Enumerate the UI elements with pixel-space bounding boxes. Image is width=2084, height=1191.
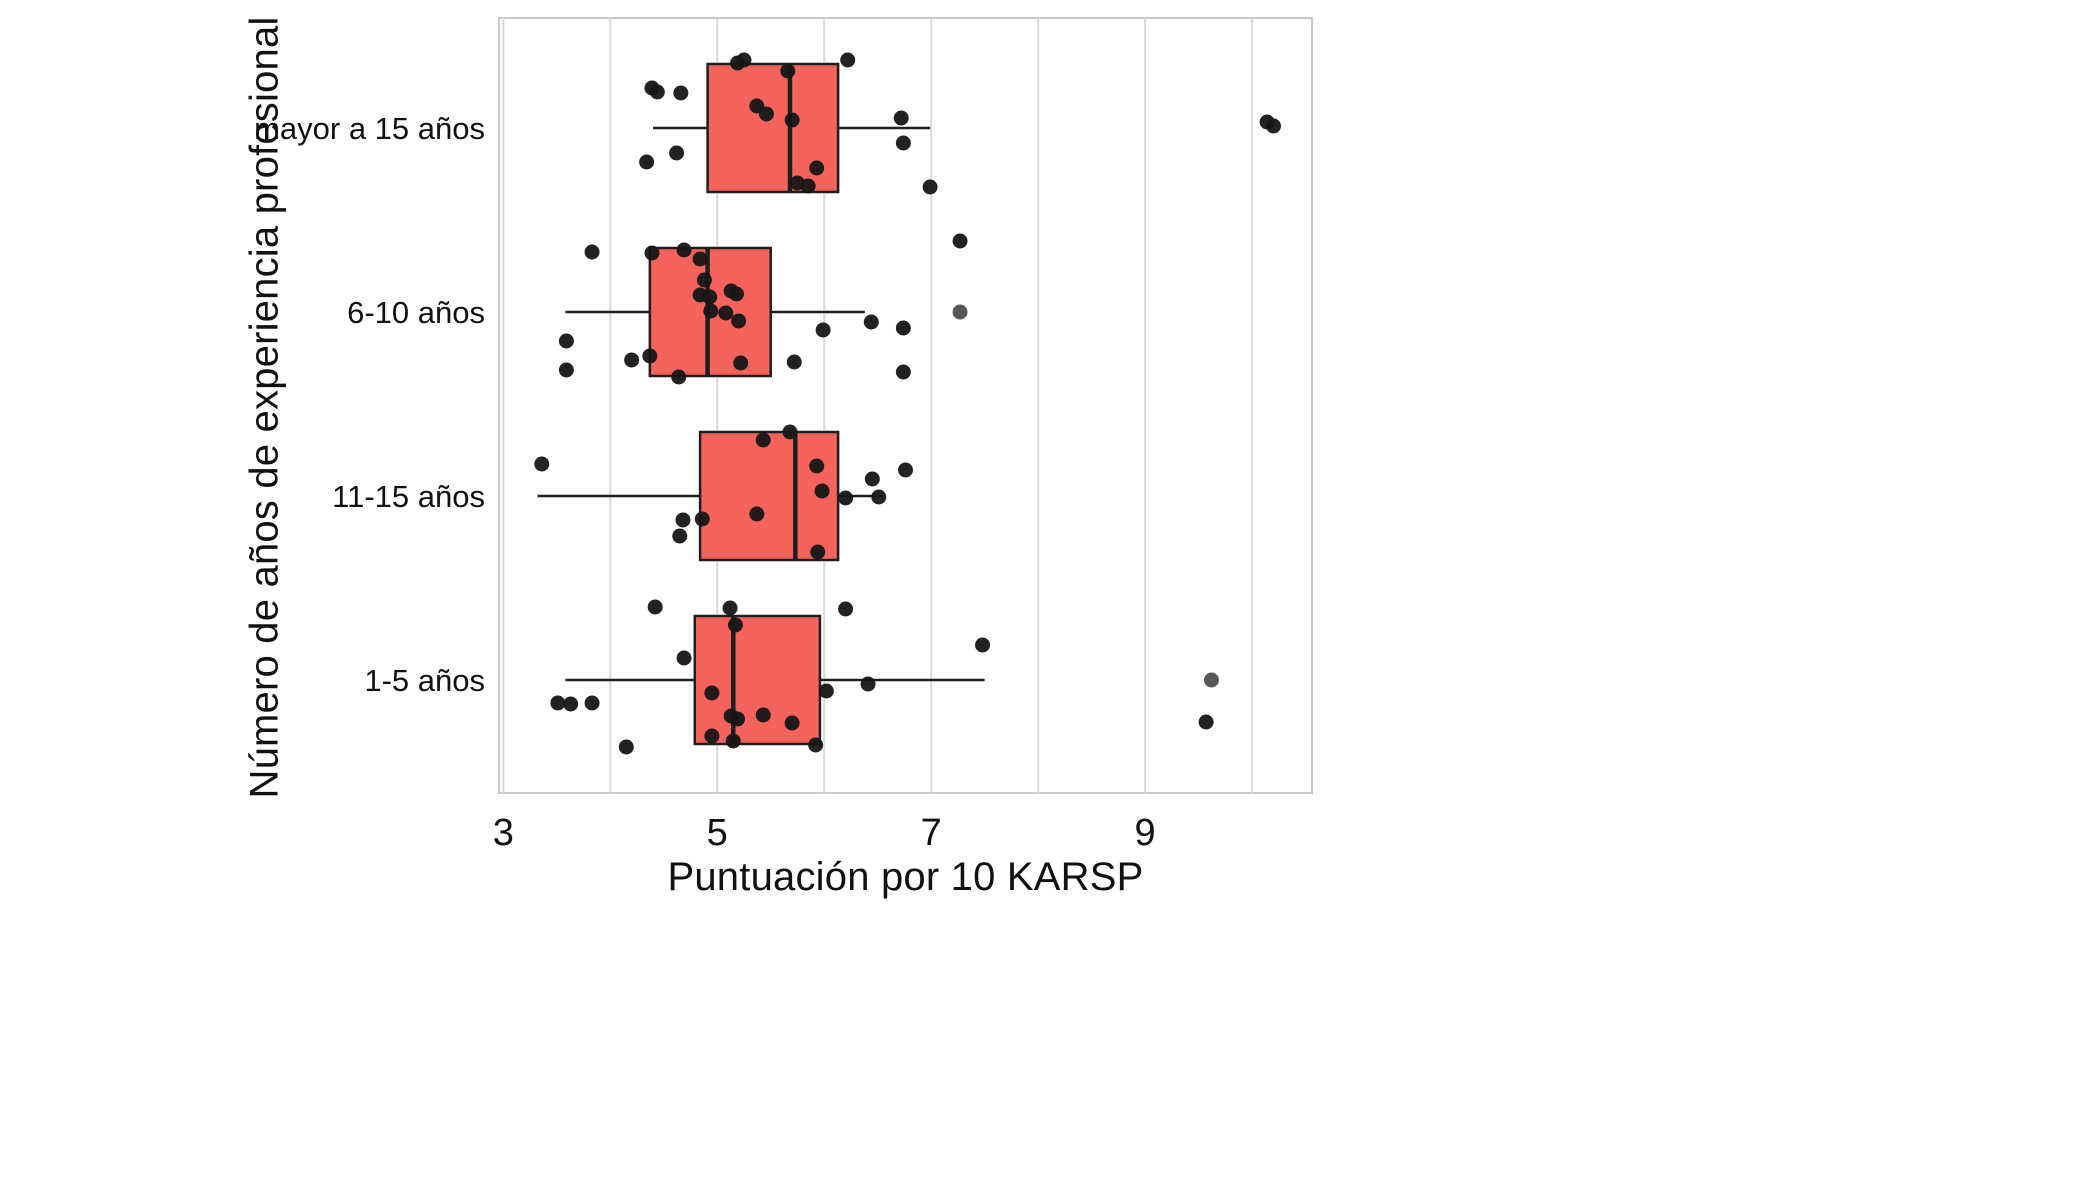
y-tick-label: 1-5 años [364,663,485,698]
y-tick-label: mayor a 15 años [254,111,485,146]
data-point [786,354,802,370]
data-point [782,424,798,440]
boxplot-1-5 años [550,599,1219,755]
data-point [975,637,991,653]
data-point [675,512,691,528]
data-point [800,178,816,194]
data-point [758,106,774,122]
data-point [895,320,911,336]
data-point [584,244,600,260]
data-point [722,600,738,616]
data-point [895,135,911,151]
y-tick-label: 6-10 años [347,295,485,330]
data-point [810,544,826,560]
data-point [898,462,913,478]
data-point [1198,714,1214,730]
data-point [718,305,734,321]
data-point [818,683,834,699]
plot-panel [498,17,1313,794]
data-point [814,483,830,499]
data-point [704,728,720,744]
iqr-box [693,614,822,746]
data-point [702,289,718,305]
data-point [563,696,579,712]
data-point [673,85,689,101]
data-point [1203,672,1219,688]
data-point [871,489,887,505]
data-point [730,711,746,727]
data-point [922,179,938,195]
data-point [784,112,800,128]
data-point [780,63,796,79]
data-point [840,52,856,68]
x-axis-title: Puntuación por 10 KARSP [667,855,1144,899]
data-point [784,715,800,731]
data-point [952,304,968,320]
data-point [644,245,660,261]
data-point [731,313,747,329]
data-point [696,272,712,288]
data-point [550,695,566,711]
data-point [808,737,824,753]
y-tick-label: 11-15 años [332,479,485,514]
data-point [704,685,720,701]
data-point [733,355,749,371]
data-point [895,364,911,380]
data-point [863,314,879,330]
data-point [727,617,743,633]
data-point [672,528,688,544]
data-point [952,233,968,249]
x-tick-label: 3 [493,812,514,854]
data-point [838,601,854,617]
data-point [624,352,640,368]
data-point [755,707,771,723]
data-point [809,458,825,474]
data-point [649,84,665,100]
data-point [671,369,687,385]
data-point [639,154,655,170]
data-point [749,506,765,522]
data-point [703,303,719,319]
data-point [893,110,909,126]
data-point [860,676,876,692]
data-point [725,733,741,749]
data-point [755,432,771,448]
data-point [558,362,574,378]
data-point [584,695,600,711]
data-point [647,599,663,615]
data-point [838,490,854,506]
data-point [694,511,710,527]
x-tick-label: 7 [921,812,942,854]
data-point [864,471,880,487]
x-tick-label: 5 [707,812,728,854]
data-point [558,333,574,349]
data-point [815,322,831,338]
data-point [809,160,825,176]
data-point [618,739,634,755]
data-point [728,286,744,302]
data-point [676,650,692,666]
data-point [1265,118,1281,134]
x-tick-label: 9 [1135,812,1156,854]
boxplot-11-15 años [534,424,913,562]
boxplot-6-10 años [558,233,968,385]
data-point [642,348,658,364]
iqr-box [698,430,840,562]
data-point [736,52,752,68]
data-point [669,145,685,161]
data-point [676,242,692,258]
boxplot-mayor a 15 años [639,52,1281,195]
data-point [534,456,550,472]
data-point [692,251,708,267]
